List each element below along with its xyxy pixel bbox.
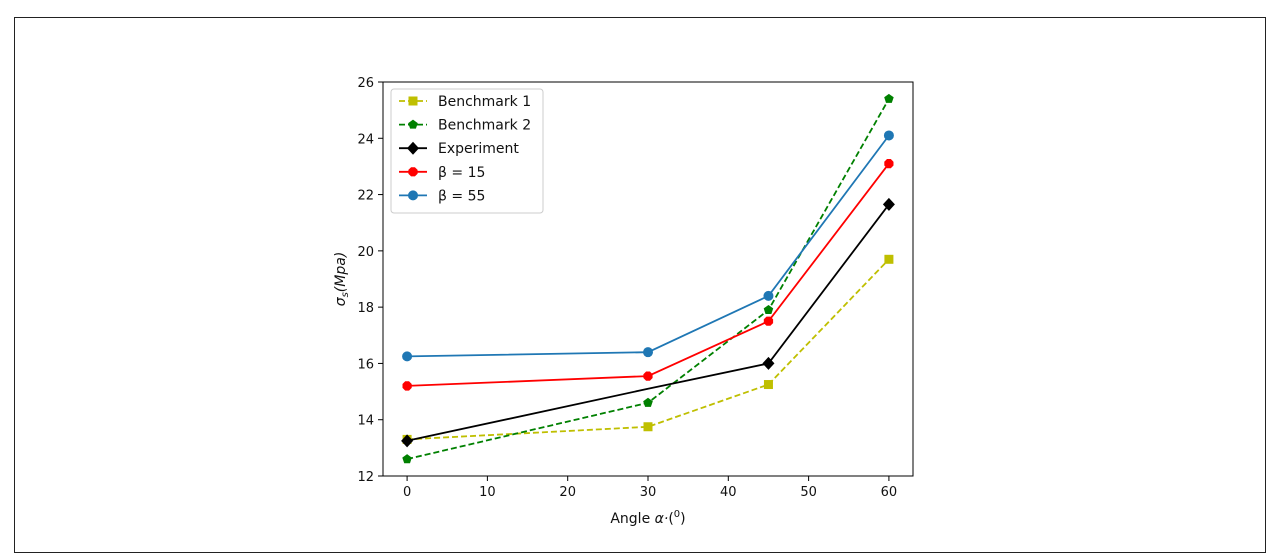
x-tick-label: 50	[800, 485, 817, 500]
data-point	[763, 290, 774, 301]
series-line	[407, 163, 890, 387]
y-tick-label: 20	[357, 245, 374, 260]
legend-label: Benchmark 2	[438, 118, 531, 134]
y-tick-label: 22	[357, 189, 374, 204]
y-tick-label: 14	[357, 414, 374, 429]
series-4	[402, 130, 894, 362]
data-point	[763, 316, 774, 326]
x-tick-label: 30	[640, 485, 657, 500]
legend-marker	[408, 167, 418, 177]
data-point	[643, 397, 653, 407]
series-3	[402, 159, 894, 391]
data-point	[884, 93, 894, 103]
legend-label: Experiment	[438, 141, 519, 157]
x-axis-label: Angle α·(0)	[610, 509, 685, 527]
series-line	[407, 134, 890, 358]
data-point	[643, 347, 653, 358]
legend-marker	[408, 96, 418, 106]
y-tick-label: 26	[357, 76, 374, 91]
y-tick-label: 18	[357, 301, 374, 316]
data-point	[643, 371, 653, 381]
data-point	[763, 305, 774, 314]
data-point	[401, 434, 414, 448]
series-1	[402, 93, 894, 464]
data-point	[763, 380, 773, 390]
series-group	[401, 93, 895, 464]
data-point	[762, 356, 775, 370]
series-2	[401, 197, 895, 448]
legend-box	[390, 88, 544, 214]
y-tick-label: 16	[357, 357, 374, 372]
legend-marker	[407, 141, 419, 155]
data-point	[883, 130, 894, 141]
x-tick-label: 40	[720, 485, 737, 500]
legend-marker	[408, 119, 418, 129]
data-point	[402, 454, 412, 464]
y-tick-label: 12	[357, 470, 374, 485]
x-tick-label: 0	[403, 485, 411, 500]
x-tick-label: 60	[881, 485, 898, 500]
x-tick-label: 10	[479, 485, 496, 500]
x-tick-label: 20	[559, 485, 576, 500]
data-point	[884, 254, 894, 264]
data-point	[643, 422, 653, 432]
series-line	[406, 203, 890, 442]
data-point	[402, 351, 413, 362]
axes: 0 10 20 30 40 50 60 12 14 16 18 20 22 24 26 Angle α·(0)…	[333, 76, 914, 527]
legend: Benchmark 1 Benchmark 2 Experiment β = 15 β …	[390, 88, 544, 214]
data-point	[884, 159, 894, 169]
data-point	[882, 197, 895, 211]
data-point	[402, 381, 412, 391]
y-tick-label: 24	[357, 132, 374, 147]
legend-label: β = 15	[438, 165, 485, 181]
y-axis-label: σs(Mpa)	[333, 252, 351, 307]
legend-label: Benchmark 1	[438, 94, 531, 110]
figure-frame	[14, 17, 1266, 553]
legend-marker	[408, 190, 418, 201]
legend-label: β = 55	[438, 188, 485, 204]
series-line	[407, 258, 890, 441]
